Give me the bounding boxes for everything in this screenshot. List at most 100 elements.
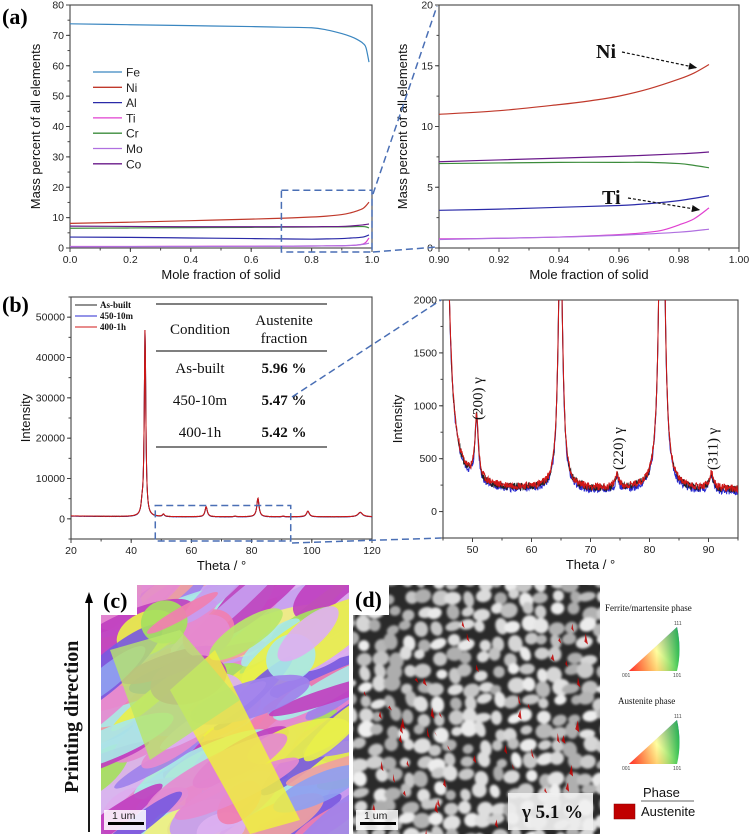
grain-cell: [503, 770, 520, 784]
grain-cell: [550, 727, 568, 739]
x-axis-title: Mole fraction of solid: [161, 267, 280, 282]
grain-cell: [431, 767, 446, 779]
x-tick-label: 0.0: [63, 254, 78, 266]
grain-cell: [359, 665, 371, 682]
grain-cell: [404, 664, 417, 678]
grain-cell: [565, 772, 582, 788]
x-tick-label: 80: [644, 544, 656, 556]
grain-cell: [414, 588, 432, 604]
grain-cell: [595, 815, 600, 829]
peak-annotation: (200) γ: [471, 377, 487, 420]
grain-cell: [516, 585, 533, 593]
grain-cell: [417, 714, 431, 728]
series-line-fe: [70, 23, 370, 63]
grain-cell: [538, 740, 552, 750]
zoom-connectors: [291, 5, 442, 544]
grain-cell: [434, 713, 445, 727]
austenite-grain: [561, 735, 566, 744]
grain-cell: [490, 710, 502, 725]
grain-cell: [473, 712, 491, 723]
zoom-box: [154, 504, 292, 542]
grain-cell: [477, 751, 491, 768]
triangle-corner-001: 001: [622, 766, 631, 772]
grain-cell: [387, 767, 403, 782]
y-tick-label: 10: [421, 121, 433, 133]
grain-cell: [402, 609, 415, 622]
x-tick-label: 70: [585, 544, 597, 556]
grain-cell: [405, 590, 419, 604]
grain-cell: [353, 706, 358, 723]
austenite-grain: [565, 782, 570, 792]
y-axis-title: Intensity: [390, 394, 405, 443]
grain-cell: [445, 620, 462, 632]
grain-cell: [431, 825, 444, 834]
grain-cell: [596, 708, 600, 720]
grain-cell: [444, 591, 462, 605]
x-tick-label: 1.00: [729, 254, 750, 266]
grain-cell: [355, 615, 372, 633]
grain-cell: [580, 754, 596, 769]
grain-cell: [413, 663, 432, 679]
grain-cell: [579, 828, 594, 834]
grain-cell: [413, 724, 425, 735]
austenite-grain: [494, 819, 498, 828]
grain-cell: [360, 695, 371, 708]
x-tick-label: 20: [65, 545, 77, 557]
grain-cell: [384, 787, 402, 801]
zoom-box: [280, 189, 373, 253]
grain-cell: [525, 632, 538, 645]
legend-label: Mo: [126, 142, 143, 156]
austenite-grain: [434, 731, 438, 737]
grain-cell: [381, 756, 397, 771]
grain-cell: [493, 666, 505, 678]
y-tick-label: 40000: [36, 352, 65, 364]
austenite-grain: [575, 720, 580, 733]
grain-cell: [596, 591, 600, 603]
legend-label: Ni: [126, 81, 137, 95]
austenite-grain: [439, 712, 443, 719]
grain-cell: [370, 699, 387, 710]
grain-cell: [552, 714, 567, 727]
grain-cell: [375, 768, 389, 782]
grain-cell: [536, 752, 554, 766]
x-tick-label: 100: [303, 545, 321, 557]
austenite-grain: [400, 718, 405, 730]
grain: [292, 585, 349, 621]
grain-cell: [374, 663, 386, 679]
grain-cell: [551, 739, 564, 752]
grain-cell: [507, 737, 520, 750]
grain-cells: [353, 585, 600, 834]
legend-label: 400-1h: [100, 322, 126, 332]
grain-cell: [493, 765, 504, 781]
y-tick-label: 500: [419, 453, 437, 465]
grain: [273, 764, 349, 813]
x-tick-label: 0.92: [489, 254, 510, 266]
grain: [146, 592, 218, 634]
y-tick-label: 50: [52, 91, 64, 103]
triangle-corner-111: 111: [674, 714, 682, 720]
y-tick-label: 15: [421, 60, 433, 72]
grain-cell: [477, 801, 493, 817]
grain-cell: [398, 620, 411, 631]
grain-cell: [595, 782, 600, 795]
grain-cell: [412, 812, 431, 829]
ipf-map-image: [101, 585, 349, 834]
legend-label: 450-10m: [100, 311, 133, 321]
grain-cell: [510, 826, 522, 834]
grain-cell: [508, 588, 520, 599]
chart-a-right: 0.90 0.92 0.94 0.96 0.98 1.00 0 5 10 15 20 Mole fra…: [395, 0, 749, 282]
grain-cell: [442, 815, 461, 831]
grain-cell: [491, 602, 504, 614]
austenite-grain: [565, 660, 568, 668]
grain-cell: [460, 756, 474, 767]
grain-cell: [382, 585, 400, 586]
austenite-grain: [406, 760, 410, 768]
grain-cell: [478, 585, 494, 592]
grain-cell: [471, 782, 487, 798]
series-line-400-1h: [448, 300, 738, 494]
grain-cell: [476, 651, 490, 663]
x-tick-label: 40: [125, 545, 137, 557]
y-tick-label: 50000: [36, 312, 65, 324]
peak-annotation: (311) γ: [705, 427, 721, 470]
